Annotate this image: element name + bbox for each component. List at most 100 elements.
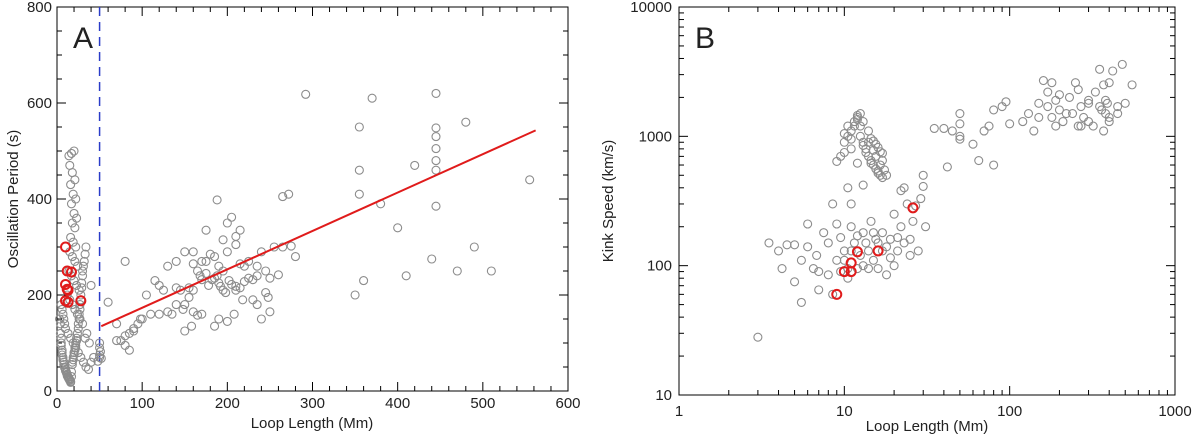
panel-b-red-points	[831, 202, 919, 300]
panel-b-data-point	[808, 263, 818, 274]
panel-a-data-point	[72, 261, 82, 271]
panel-b-data-point	[1102, 98, 1112, 108]
panel-b-data-point	[979, 126, 989, 136]
panel-b-data-point	[1051, 95, 1061, 105]
panel-b-data-point	[828, 199, 838, 209]
panel-b-data-point	[1023, 109, 1034, 119]
panel-a-data-point	[133, 319, 143, 329]
panel-b-data-point	[1061, 109, 1071, 119]
panel-a-data-point	[163, 307, 173, 317]
panel-a-data-point	[71, 242, 81, 252]
panel-a-x-tick-label: 0	[53, 395, 61, 412]
panel-b-gray-points	[753, 59, 1137, 342]
panel-a-data-point	[146, 309, 156, 319]
panel-a-data-point	[452, 266, 462, 276]
panel-a-data-point	[350, 290, 360, 300]
panel-a-data-point	[427, 254, 437, 264]
panel-a-data-point	[278, 192, 288, 202]
panel-a-data-point	[66, 367, 77, 377]
panel-b-data-point	[866, 134, 876, 144]
panel-a-data-point	[180, 326, 190, 336]
panel-a-x-tick-label: 500	[470, 395, 495, 412]
panel-b-data-point	[1095, 101, 1105, 112]
panel-a-data-point	[68, 338, 78, 348]
panel-a-data-point	[57, 304, 67, 314]
panel-b-data-point	[1001, 97, 1011, 107]
panel-b-highlight-point	[907, 202, 919, 214]
panel-a-data-point	[210, 321, 220, 331]
panel-a-data-point	[227, 279, 237, 289]
panel-b-data-point	[1047, 112, 1057, 122]
panel-b-data-point	[947, 126, 957, 136]
panel-b-data-point	[828, 289, 838, 299]
panel-a-data-point	[68, 237, 78, 247]
panel-a-data-point	[359, 276, 369, 286]
panel-a-data-point	[62, 290, 72, 300]
panel-a-data-point	[73, 324, 83, 334]
panel-a-data-point	[197, 256, 207, 266]
panel-b-data-point	[1099, 80, 1109, 90]
panel-b-data-point	[843, 121, 853, 131]
panel-a-data-point	[70, 175, 80, 185]
panel-b-data-point	[846, 144, 856, 154]
panel-b-data-point	[812, 250, 822, 260]
panel-a-data-point	[231, 240, 241, 250]
panel-a-ticks	[56, 6, 569, 392]
panel-b-data-point	[1034, 112, 1044, 122]
panel-b-y-axis-title: Kink Speed (km/s)	[600, 140, 617, 263]
panel-a-data-point	[188, 307, 198, 317]
panel-a-data-point	[135, 314, 146, 324]
panel-a-data-point	[129, 324, 139, 334]
panel-a-data-point	[74, 285, 84, 295]
panel-a-data-point	[221, 288, 231, 298]
panel-a-data-point	[80, 249, 90, 259]
panel-a-data-point	[431, 123, 441, 133]
panel-a-data-point	[201, 256, 211, 266]
panel-a-data-point	[163, 261, 173, 271]
panel-a-data-point	[60, 319, 70, 329]
panel-a-data-point	[180, 247, 190, 257]
panel-a-data-point	[103, 297, 113, 307]
panel-a-chart: 0 100 200 300 400 500 600 0 200 400 600 800 A Loop…	[5, 0, 581, 432]
panel-b-data-point	[858, 117, 868, 127]
panel-b-data-point	[1005, 119, 1015, 129]
panel-b-data-point	[1054, 90, 1064, 100]
panel-b-data-point	[1067, 109, 1078, 119]
panel-a-data-point	[86, 357, 96, 367]
panel-a-highlight-point	[62, 296, 74, 308]
panel-b-data-point	[955, 131, 965, 141]
panel-a-data-point	[263, 292, 273, 302]
panel-b-y-tick-label: 10000	[630, 0, 672, 16]
panel-a-highlight-point	[60, 241, 72, 253]
panel-a-data-point	[124, 345, 134, 355]
panel-b-data-point	[1127, 80, 1137, 90]
panel-b-data-point	[984, 121, 994, 131]
panel-a-data-point	[252, 271, 262, 281]
panel-b-data-point	[753, 332, 763, 342]
panel-b-data-point	[905, 250, 915, 260]
panel-a-data-point	[431, 132, 441, 142]
panel-a-data-point	[56, 340, 66, 350]
panel-b-data-point	[846, 222, 856, 232]
panel-a-data-point	[188, 247, 198, 257]
panel-b-data-point	[1073, 84, 1083, 95]
panel-a-y-axis-title: Oscillation Period (s)	[5, 130, 22, 268]
panel-a-data-point	[431, 156, 441, 166]
panel-b-data-point	[846, 246, 856, 256]
panel-b-data-point	[929, 123, 939, 134]
panel-a-letter: A	[73, 22, 93, 55]
panel-a-data-point	[72, 280, 82, 290]
panel-a-data-point	[60, 324, 71, 334]
panel-a-data-point	[218, 266, 228, 276]
panel-b-data-point	[1018, 117, 1028, 127]
panel-a-data-point	[231, 285, 241, 295]
panel-b-data-point	[889, 261, 899, 271]
panel-b-data-point	[955, 109, 965, 119]
panel-b-data-point	[796, 297, 806, 307]
panel-a-data-point	[150, 276, 160, 286]
panel-b-data-point	[1029, 126, 1039, 136]
panel-a-data-point	[66, 180, 76, 190]
panel-a-data-point	[154, 280, 164, 290]
panel-a-data-point	[69, 208, 79, 218]
